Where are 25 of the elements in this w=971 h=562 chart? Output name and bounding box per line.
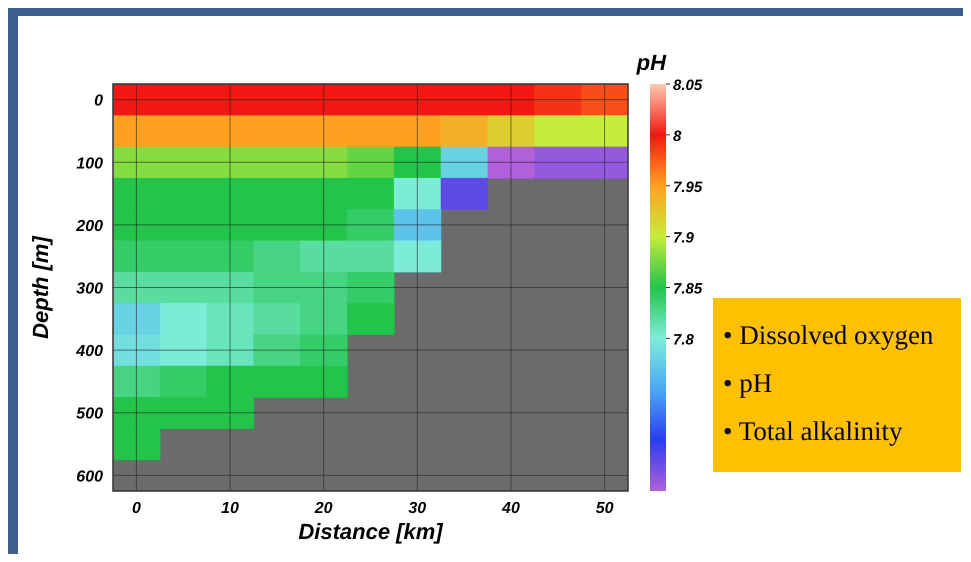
x-tick-label: 10 [221,500,240,517]
color-bar-label: 8.05 [673,77,703,94]
y-axis-title: Depth [m] [28,236,53,339]
x-axis-title: Distance [km] [298,519,444,544]
text: • pH [723,368,772,398]
color-bar-label: 7.9 [673,230,695,247]
x-tick-label: 20 [314,500,333,517]
color-bar-label: 7.85 [673,280,703,298]
x-tick-label: 0 [132,500,141,517]
x-tick-label: 30 [408,500,426,517]
text: • Total alkalinity [723,416,904,446]
x-tick-label: 40 [501,500,520,517]
color-bar-label: 7.95 [673,178,703,196]
color-bar-title: pH [636,50,668,75]
color-bar-label: 7.8 [673,331,695,348]
y-tick-label: 0 [94,92,104,110]
y-tick-label: 400 [75,343,104,360]
text: • Dissolved oxygen [723,320,934,350]
x-tick-label: 50 [596,500,614,517]
y-tick-label: 500 [76,406,104,423]
y-tick-label: 600 [76,468,104,486]
y-tick-label: 300 [76,280,104,298]
color-bar-label: 8 [673,128,682,145]
y-tick-label: 200 [75,218,104,235]
y-tick-label: 100 [76,155,104,172]
